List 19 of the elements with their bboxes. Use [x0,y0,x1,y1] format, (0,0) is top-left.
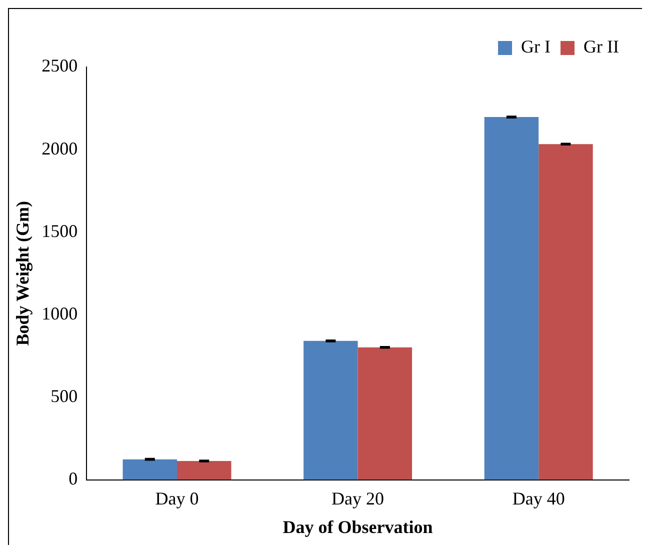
y-tick-label: 1500 [42,220,78,241]
bar [304,340,358,480]
x-tick-label: Day 20 [332,488,384,508]
bar [358,347,412,480]
x-tick-label: Day 40 [512,488,565,508]
y-tick-label: 2000 [42,138,78,158]
legend-label: Gr I [521,36,551,57]
bar [484,117,539,480]
y-tick-label: 1000 [42,303,78,324]
bar [122,459,177,480]
legend-label: Gr II [584,36,620,57]
y-tick-label: 2500 [42,56,78,76]
y-tick-label: 500 [50,386,78,406]
y-axis-title: Body Weight (Gm) [12,201,32,346]
bar [538,144,593,480]
x-tick-label: Day 0 [155,488,199,508]
x-axis-title: Day of Observation [282,516,433,537]
y-tick-label: 0 [68,468,78,489]
bar [177,460,232,480]
